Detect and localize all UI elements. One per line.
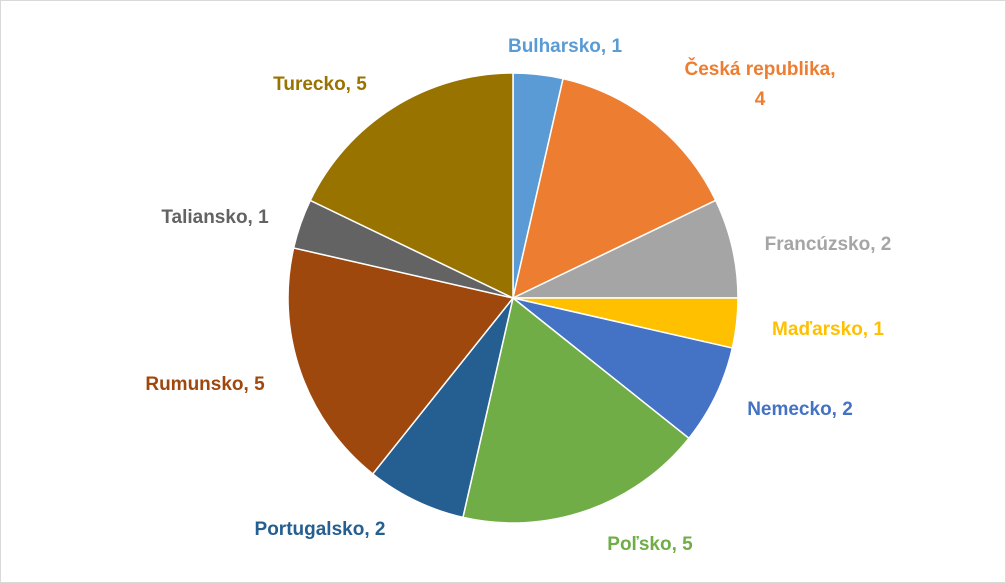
data-label-line: 4 (755, 89, 766, 110)
data-label: Maďarsko, 1 (772, 319, 884, 340)
data-label: Francúzsko, 2 (765, 234, 892, 255)
data-label-line: Česká republika, (684, 58, 835, 80)
pie-slice (512, 297, 734, 440)
pie-slice (462, 296, 690, 524)
data-label: Bulharsko, 1 (508, 36, 622, 57)
pie-slice (511, 77, 717, 300)
data-label: Poľsko, 5 (607, 534, 693, 555)
data-label: Nemecko, 2 (747, 399, 853, 420)
data-label: Portugalsko, 2 (255, 519, 386, 540)
pie-slice (371, 297, 514, 519)
data-label: Turecko, 5 (273, 74, 367, 95)
pie-slice (287, 247, 515, 475)
pie-slice (309, 72, 514, 300)
pie-slice (512, 199, 739, 299)
data-label: Rumunsko, 5 (145, 374, 265, 395)
data-label: Taliansko, 1 (161, 207, 269, 228)
data-label: Česká republika, 4 (684, 58, 835, 110)
